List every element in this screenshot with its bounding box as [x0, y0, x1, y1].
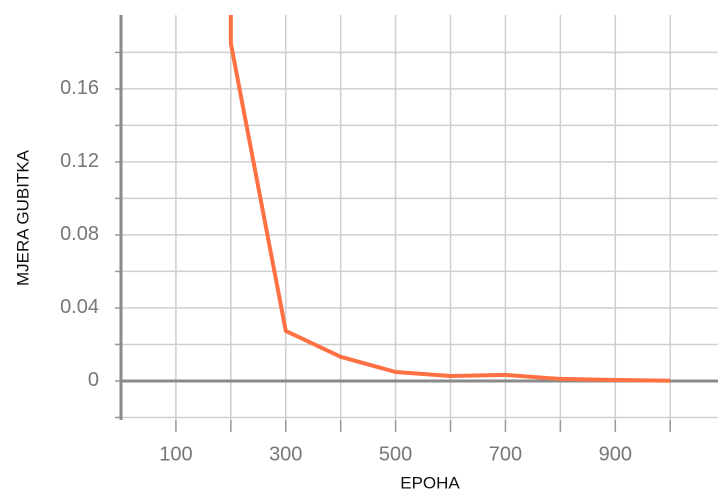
x-axis-title: EPOHA: [400, 473, 460, 492]
x-tick-label: 100: [159, 443, 192, 465]
x-tick-label: 700: [489, 443, 522, 465]
x-tick-label: 500: [379, 443, 412, 465]
y-tick-label: 0.04: [60, 296, 99, 318]
y-axis-title: MJERA GUBITKA: [13, 149, 32, 286]
loss-line: [228, 15, 671, 383]
y-tick-label: 0.08: [60, 223, 99, 245]
y-tick-label: 0.12: [60, 150, 99, 172]
y-tick-label: 0: [88, 369, 99, 391]
x-tick-label: 300: [269, 443, 302, 465]
x-tick-label: 900: [599, 443, 632, 465]
y-tick-label: 0.16: [60, 77, 99, 99]
